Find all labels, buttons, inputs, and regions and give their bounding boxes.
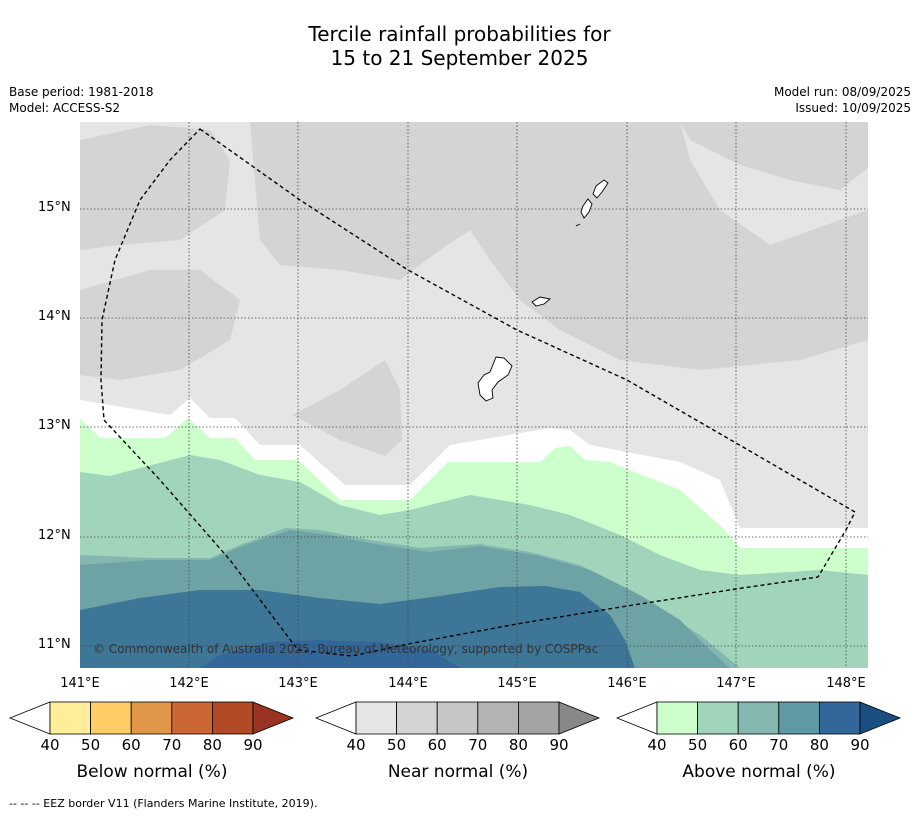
lon-label-145e: 145°E (497, 676, 537, 691)
colorbar-above (615, 701, 902, 735)
tinian-island (580, 198, 593, 219)
aguijan-island (575, 223, 581, 227)
near-normal-50-patch-small (555, 210, 575, 248)
below-swatch-4 (211, 701, 254, 735)
above-normal-80-region (80, 586, 635, 668)
near-tick-90: 90 (549, 736, 569, 754)
below-swatch-2 (130, 701, 173, 735)
above-tick-80: 80 (809, 736, 829, 754)
mariana-islands (477, 179, 609, 402)
above-swatch-0 (656, 701, 698, 735)
lon-label-141e: 141°E (60, 676, 100, 691)
map-title: Tercile rainfall probabilities for 15 to… (0, 22, 919, 70)
eez-footnote: -- -- -- EEZ border V11 (Flanders Marine… (9, 797, 318, 810)
below-extend-min (8, 701, 51, 735)
near-swatch-0 (355, 701, 397, 735)
near-tick-70: 70 (468, 736, 488, 754)
title-line-2: 15 to 21 September 2025 (330, 46, 589, 70)
near-swatch-2 (436, 701, 479, 735)
probability-field (80, 122, 868, 668)
above-swatch-2 (737, 701, 780, 735)
colorbar-near (314, 701, 601, 735)
lat-label-14n: 14°N (38, 309, 71, 324)
lat-label-15n: 15°N (38, 200, 71, 215)
below-tick-70: 70 (162, 736, 182, 754)
lon-label-147e: 147°E (716, 676, 756, 691)
above-tick-50: 50 (688, 736, 708, 754)
near-normal-40-patch-se (560, 360, 868, 520)
colorbar-below (8, 701, 295, 735)
near-normal-50-patch-south (292, 360, 402, 456)
lon-label-148e: 148°E (826, 676, 866, 691)
near-swatch-4 (518, 701, 560, 735)
below-swatch-1 (90, 701, 132, 735)
near-normal-title: Near normal (%) (387, 762, 529, 782)
below-extend-max (252, 701, 295, 735)
near-swatch-1 (396, 701, 438, 735)
near-tick-40: 40 (346, 736, 366, 754)
near-tick-80: 80 (508, 736, 528, 754)
below-tick-50: 50 (81, 736, 101, 754)
above-swatches (656, 701, 861, 735)
lat-label-11n: 11°N (38, 637, 71, 652)
above-normal-title: Above normal (%) (682, 762, 836, 782)
near-normal-50-patch-sw (80, 270, 240, 380)
lon-label-144e: 144°E (388, 676, 428, 691)
above-swatch-4 (819, 701, 861, 735)
saipan-island (592, 179, 609, 199)
below-swatch-3 (171, 701, 213, 735)
meta-right: Model run: 08/09/2025 Issued: 10/09/2025 (774, 84, 911, 116)
below-normal-title: Below normal (%) (76, 762, 228, 782)
copyright-notice: © Commonwealth of Australia 2025, Bureau… (93, 642, 599, 656)
near-swatch-3 (477, 701, 519, 735)
near-swatches (355, 701, 560, 735)
lat-label-13n: 13°N (38, 418, 71, 433)
below-tick-40: 40 (40, 736, 60, 754)
near-normal-50-patch-ne (80, 122, 868, 190)
near-tick-60: 60 (427, 736, 447, 754)
above-tick-60: 60 (728, 736, 748, 754)
below-swatch-0 (49, 701, 91, 735)
model-name: Model: ACCESS-S2 (9, 101, 121, 115)
guam-island (477, 356, 513, 402)
issued-date: Issued: 10/09/2025 (795, 101, 911, 115)
lon-label-146e: 146°E (607, 676, 647, 691)
eez-border (100, 128, 856, 657)
above-swatch-3 (778, 701, 820, 735)
base-period: Base period: 1981-2018 (9, 85, 154, 99)
below-swatches (49, 701, 254, 735)
near-tick-50: 50 (387, 736, 407, 754)
near-normal-50-patch-w (80, 125, 230, 250)
above-swatch-1 (697, 701, 739, 735)
above-extend-min (615, 701, 658, 735)
graticule (80, 122, 868, 668)
below-tick-90: 90 (243, 736, 263, 754)
rota-island (531, 296, 552, 307)
above-tick-70: 70 (769, 736, 789, 754)
meta-left: Base period: 1981-2018 Model: ACCESS-S2 (9, 84, 154, 116)
model-run: Model run: 08/09/2025 (773, 85, 911, 99)
near-extend-min (314, 701, 357, 735)
above-tick-40: 40 (647, 736, 667, 754)
lon-label-142e: 142°E (169, 676, 209, 691)
near-extend-max (558, 701, 601, 735)
below-tick-60: 60 (121, 736, 141, 754)
above-tick-90: 90 (850, 736, 870, 754)
near-normal-50-patch-east (475, 140, 868, 345)
lat-label-12n: 12°N (38, 528, 71, 543)
lon-label-143e: 143°E (278, 676, 318, 691)
title-line-1: Tercile rainfall probabilities for (308, 22, 611, 46)
above-extend-max (859, 701, 902, 735)
below-tick-80: 80 (202, 736, 222, 754)
